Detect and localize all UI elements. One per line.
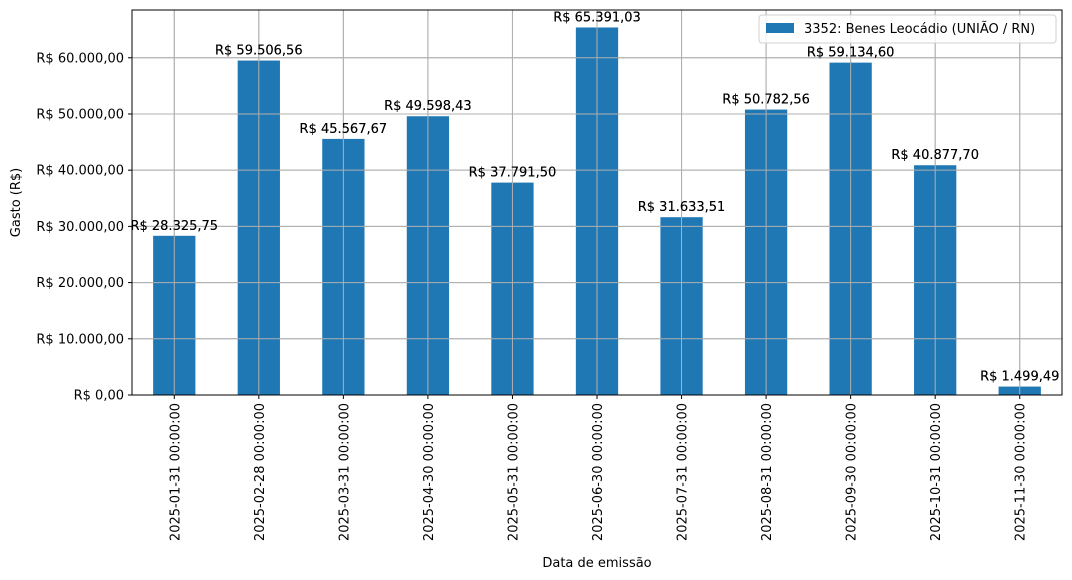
- x-axis-title: Data de emissão: [542, 556, 651, 571]
- x-axis: 2025-01-31 00:00:00 2025-02-28 00:00:00 20…: [168, 395, 1029, 541]
- x-tick-label: 2025-10-31 00:00:00: [929, 403, 944, 541]
- legend-swatch: [766, 23, 794, 33]
- y-tick-label: R$ 50.000,00: [36, 107, 124, 122]
- y-tick-label: R$ 0,00: [74, 389, 124, 404]
- bar-value-label-top: R$ 28.325,75: [130, 219, 218, 234]
- bar-value-label-top: R$ 59.134,60: [807, 46, 895, 61]
- bar-value-label-top: R$ 49.598,43: [384, 99, 472, 114]
- y-tick-label: R$ 10.000,00: [36, 332, 124, 347]
- legend: 3352: Benes Leocádio (UNIÃO / RN): [758, 14, 1057, 44]
- bar-value-label-top: R$ 37.791,50: [469, 166, 557, 181]
- x-tick-label: 2025-03-31 00:00:00: [337, 403, 352, 541]
- x-tick-label: 2025-08-31 00:00:00: [760, 403, 775, 541]
- y-tick-label: R$ 20.000,00: [36, 276, 124, 291]
- bar-value-label-top: R$ 50.782,56: [722, 93, 810, 108]
- value-labels: R$ 28.325,75 R$ 59.506,56 R$ 45.567,67 R$ 4…: [130, 10, 1062, 396]
- x-tick-label: 2025-07-31 00:00:00: [676, 403, 691, 541]
- bar-value-label-top: R$ 65.391,03: [553, 10, 641, 25]
- bar-value-label-top: R$ 59.506,56: [215, 44, 303, 59]
- y-axis-title: Gasto (R$): [9, 168, 24, 237]
- bar-value-label-top: R$ 45.567,67: [300, 122, 388, 137]
- legend-box: [758, 14, 1057, 44]
- x-tick-label: 2025-09-30 00:00:00: [845, 403, 860, 541]
- x-tick-label: 2025-02-28 00:00:00: [253, 403, 268, 541]
- x-tick-label: 2025-04-30 00:00:00: [422, 403, 437, 541]
- y-tick-label: R$ 60.000,00: [36, 51, 124, 66]
- x-tick-label: 2025-06-30 00:00:00: [591, 403, 606, 541]
- legend-label: 3352: Benes Leocádio (UNIÃO / RN): [804, 21, 1035, 37]
- x-tick-label: 2025-05-31 00:00:00: [506, 403, 521, 541]
- bar-value-label-top: R$ 1.499,49: [980, 370, 1059, 385]
- x-tick-label: 2025-11-30 00:00:00: [1014, 403, 1029, 541]
- y-tick-label: R$ 40.000,00: [36, 164, 124, 179]
- bar-value-label-top: R$ 31.633,51: [638, 200, 726, 215]
- bar-value-label-top: R$ 40.877,70: [891, 148, 979, 163]
- x-tick-label: 2025-01-31 00:00:00: [168, 403, 183, 541]
- y-axis: R$ 0,00 R$ 10.000,00 R$ 20.000,00 R$ 30.000…: [36, 51, 132, 404]
- y-tick-label: R$ 30.000,00: [36, 220, 124, 235]
